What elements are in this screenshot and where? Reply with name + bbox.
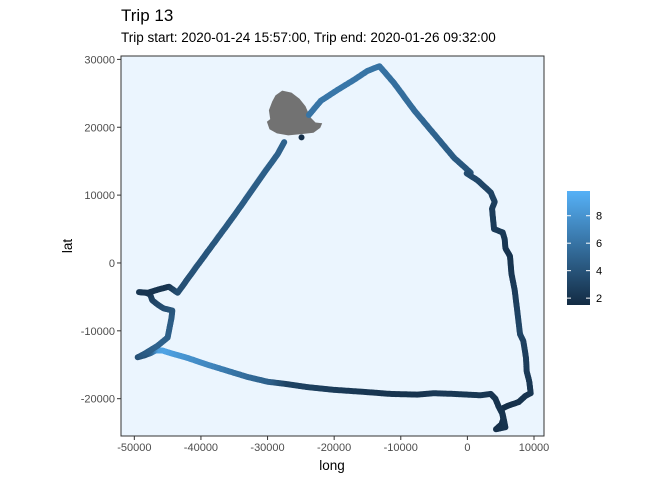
legend-tick-label: 2 [596,293,602,305]
legend-tick-label: 6 [596,238,602,250]
y-axis: -20000 -10000 0 10000 20000 30000 [81,54,121,406]
legend-tick-label: 8 [596,211,602,223]
y-axis-title: lat [60,239,75,254]
x-axis: -50000 -40000 -30000 -20000 -10000 0 10000 [117,436,549,454]
y-tick-label: -20000 [81,394,115,406]
plot-panel [121,56,544,436]
y-tick-label: -10000 [81,326,115,338]
panel-border [120,55,545,437]
x-tick-label: -30000 [250,442,284,454]
color-legend: 2 4 6 8 [567,211,602,305]
y-tick-label: 0 [109,258,115,270]
x-axis-title: long [319,458,345,473]
land-polygon [266,90,323,136]
chart-title: Trip 13 [121,6,173,25]
legend-tick-label: 4 [596,266,602,278]
trip-point [281,139,288,146]
y-tick-label: 20000 [84,122,115,134]
x-tick-label: 0 [464,442,470,454]
x-tick-label: -40000 [184,442,218,454]
x-tick-label: 10000 [519,442,550,454]
trip-point [298,134,305,141]
x-tick-label: -50000 [117,442,151,454]
y-tick-label: 30000 [84,54,115,66]
x-tick-label: -20000 [317,442,351,454]
trip-points [134,63,534,433]
y-tick-label: 10000 [84,190,115,202]
x-tick-label: -10000 [384,442,418,454]
chart-subtitle: Trip start: 2020-01-24 15:57:00, Trip en… [121,30,496,45]
color-legend-bar [567,191,590,305]
